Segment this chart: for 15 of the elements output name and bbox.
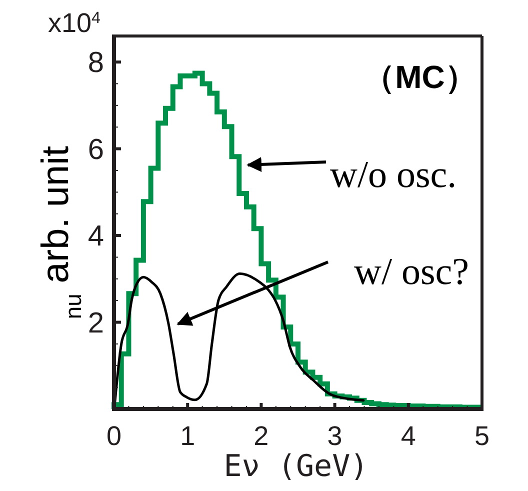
x-tick-label: 4 (400, 421, 416, 451)
y-tick-label: 6 (88, 134, 104, 166)
x-tick-label: 1 (180, 421, 196, 451)
x-axis-title: Eν (GeV) (224, 449, 368, 484)
x-tick-label: 5 (474, 421, 490, 451)
x-tick-label: 3 (327, 421, 342, 451)
annotation: （MC） (363, 59, 477, 95)
x-tick-label: 2 (254, 421, 269, 451)
x-tick-label: 0 (106, 421, 122, 451)
y-tick-label: 4 (88, 220, 104, 253)
y-tick-label: 8 (88, 47, 104, 80)
text: x10$^{4}$ (48, 8, 101, 38)
annotation: w/ osc? (354, 251, 470, 293)
annotation: w/o osc. (330, 154, 457, 196)
y-tick-label: 2 (88, 307, 104, 340)
